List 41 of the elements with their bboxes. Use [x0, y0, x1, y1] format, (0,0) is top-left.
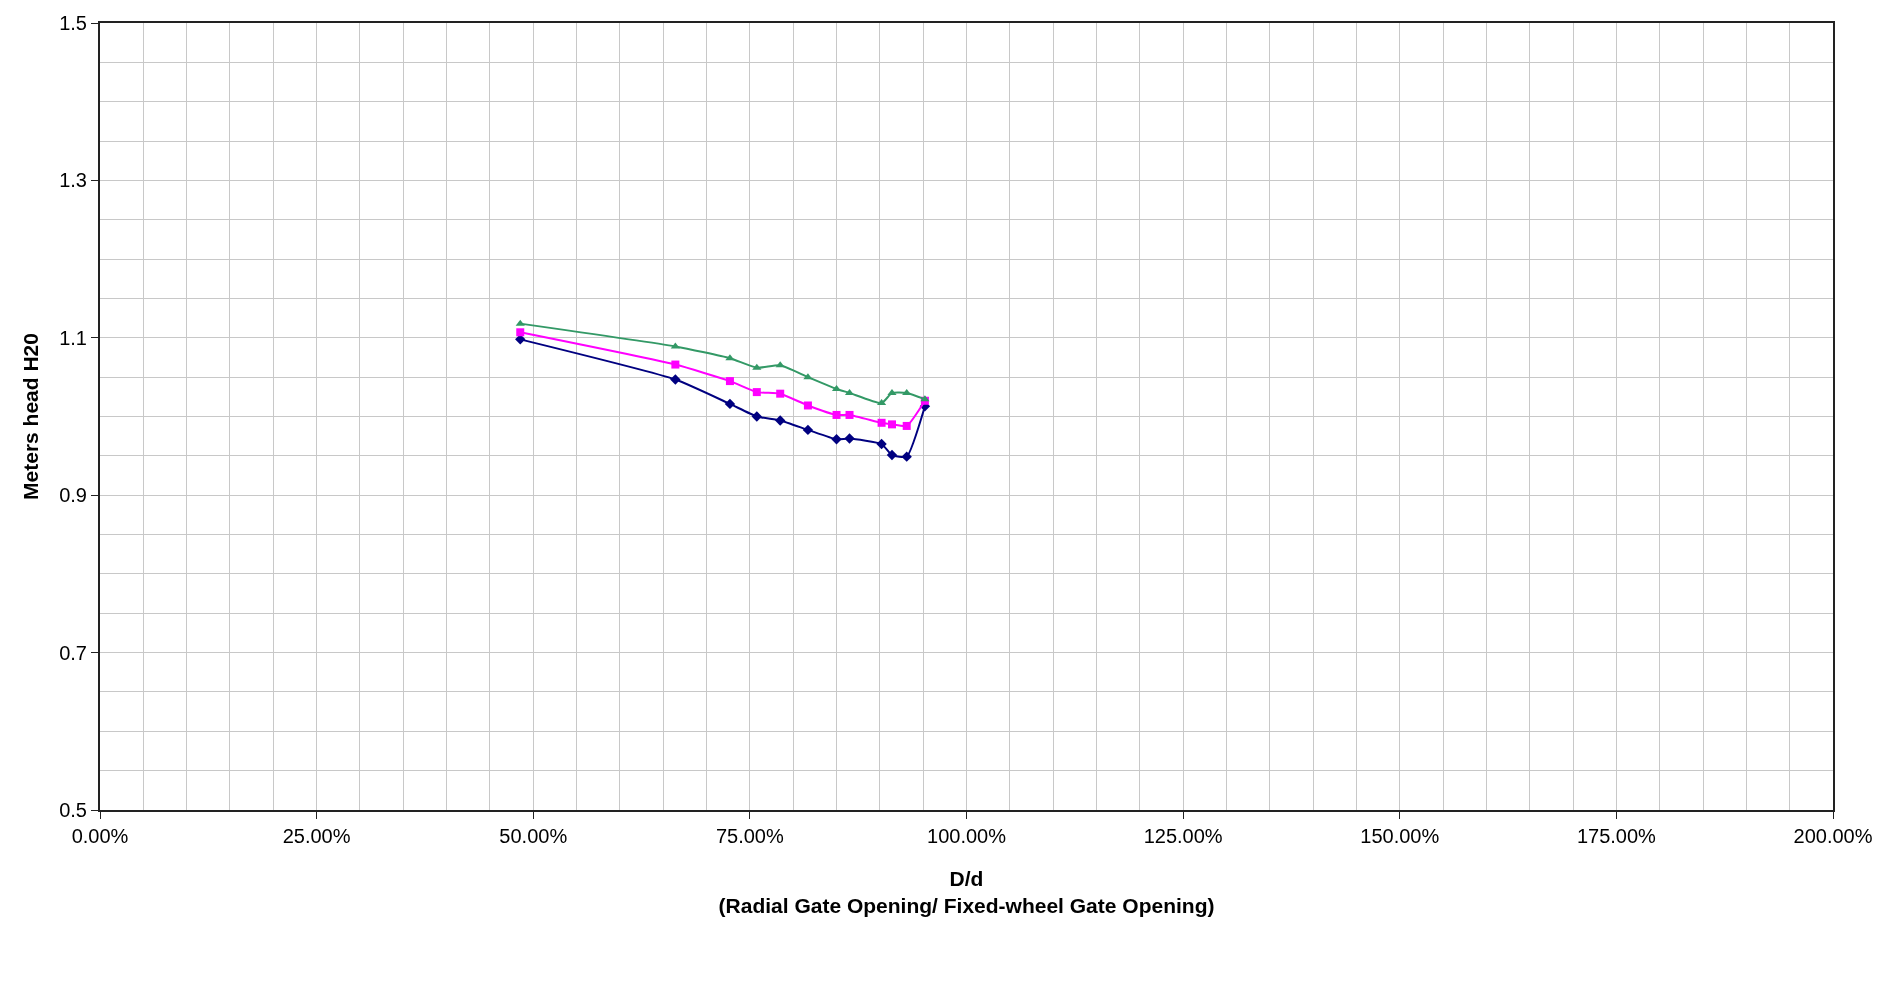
y-tick-label: 1.3: [59, 169, 87, 192]
y-tick-label: 0.5: [59, 799, 87, 821]
point: [671, 360, 680, 369]
x-tick-label: 150.00%: [1360, 825, 1440, 847]
point: [776, 389, 785, 398]
x-tick-label: 50.00%: [499, 825, 568, 847]
x-tick-label: 100.00%: [927, 825, 1007, 847]
y-axis-title: Meters head H20: [18, 333, 42, 500]
point: [516, 328, 525, 337]
point: [876, 438, 887, 450]
point: [725, 377, 734, 386]
point: [887, 420, 896, 429]
point: [844, 433, 855, 444]
point: [515, 319, 525, 326]
point: [877, 418, 886, 427]
point: [751, 411, 763, 422]
x-tick-label: 25.00%: [282, 825, 351, 847]
point: [752, 388, 761, 397]
x-tick-label: 175.00%: [1576, 825, 1657, 847]
x-tick-label: 200.00%: [1793, 825, 1873, 847]
point: [775, 415, 786, 426]
x-tick-label: 75.00%: [715, 825, 784, 847]
point: [832, 410, 841, 419]
point: [670, 374, 681, 385]
point: [831, 434, 842, 445]
x-axis-title: D/d (Radial Gate Opening/ Fixed-wheel Gate Opening): [718, 866, 1215, 917]
y-tick-label: 0.7: [59, 641, 87, 664]
y-tick-label: 1.5: [59, 12, 87, 34]
point: [803, 401, 812, 410]
point: [752, 363, 762, 370]
x-tick-label: 125.00%: [1143, 825, 1223, 847]
point: [887, 388, 897, 395]
y-tick-label: 1.1: [59, 326, 87, 349]
point: [901, 451, 912, 462]
point: [802, 424, 814, 436]
point: [902, 421, 911, 430]
y-tick-label: 0.9: [59, 484, 87, 507]
point: [886, 449, 898, 461]
point: [724, 398, 736, 410]
x-tick-label: 0.00%: [71, 825, 129, 847]
point: [845, 410, 854, 419]
